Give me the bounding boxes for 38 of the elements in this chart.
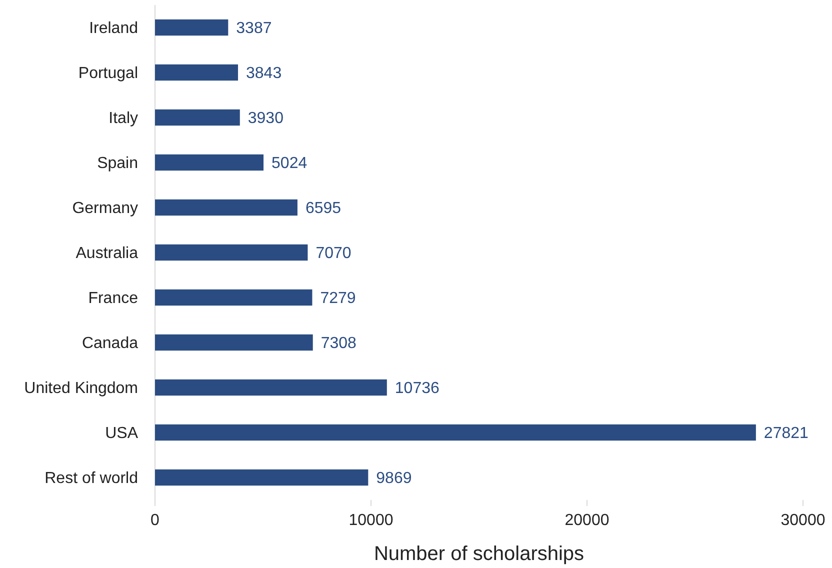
bar (155, 19, 228, 36)
data-label: 27821 (764, 425, 809, 442)
data-label: 5024 (272, 155, 308, 172)
bar (155, 334, 313, 351)
bar (155, 424, 756, 441)
y-tick-label: Canada (82, 335, 138, 352)
data-label: 9869 (376, 470, 412, 488)
bar (155, 379, 387, 396)
data-label: 7308 (320, 335, 357, 352)
data-label: 7070 (316, 245, 352, 262)
y-tick-label: France (88, 290, 138, 308)
bar (155, 199, 298, 216)
bar (155, 109, 240, 126)
y-tick-label: Italy (108, 110, 138, 128)
y-tick-label: USA (105, 425, 138, 442)
bar (155, 469, 368, 486)
y-tick-label: Australia (76, 245, 138, 262)
data-label: 10736 (394, 380, 440, 398)
data-label: 6595 (305, 200, 342, 218)
x-tick-label: 10000 (348, 512, 394, 529)
bar (155, 244, 308, 261)
x-tick-label: 20000 (564, 512, 610, 529)
data-label: 7279 (320, 290, 356, 308)
y-tick-label: United Kingdom (24, 380, 138, 398)
y-tick-label: Portugal (78, 65, 138, 82)
bar (155, 289, 312, 306)
x-tick-label: 0 (150, 512, 160, 529)
bar (155, 154, 264, 171)
y-tick-label: Ireland (89, 20, 138, 38)
data-label: 3930 (248, 110, 284, 128)
data-label: 3843 (246, 65, 282, 82)
y-tick-label: Spain (97, 155, 138, 172)
x-axis-title: Number of scholarships (374, 543, 584, 565)
data-label: 3387 (236, 20, 272, 38)
y-tick-label: Rest of world (44, 470, 138, 488)
x-tick-label: 30000 (780, 512, 826, 529)
y-tick-label: Germany (72, 200, 138, 218)
bar (155, 64, 238, 81)
